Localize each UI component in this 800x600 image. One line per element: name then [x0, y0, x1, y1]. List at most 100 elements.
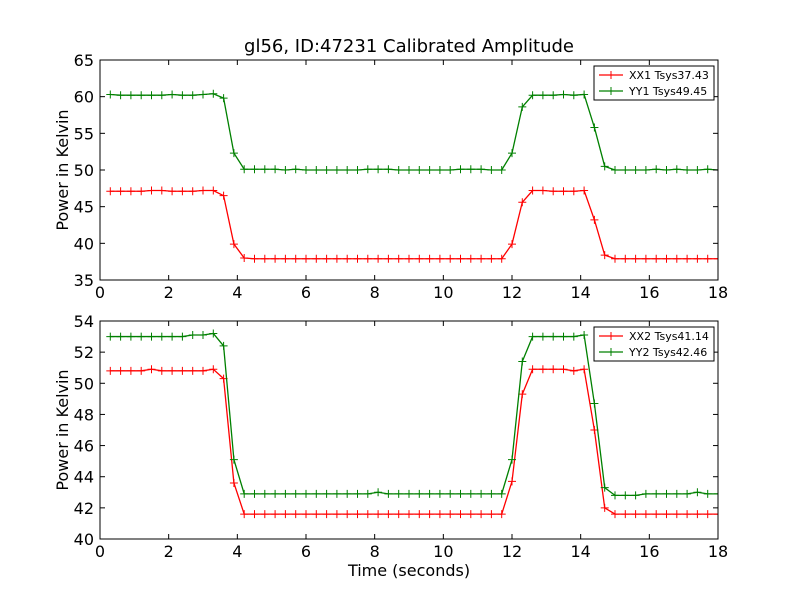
data-point-marker [291, 254, 300, 263]
data-point-marker [240, 254, 249, 262]
data-point-marker [353, 489, 362, 498]
data-point-marker [487, 489, 496, 498]
data-point-marker [168, 90, 177, 99]
x-tick-label: 16 [639, 283, 659, 302]
data-point-marker [240, 510, 249, 519]
plot-area [106, 329, 718, 519]
data-point-marker [600, 251, 609, 260]
data-point-marker [302, 254, 310, 263]
data-point-marker [538, 332, 547, 341]
data-point-marker [229, 149, 238, 158]
data-point-marker [497, 254, 506, 263]
data-point-marker [229, 240, 238, 249]
data-point-marker [374, 165, 383, 174]
data-point-marker [631, 491, 640, 500]
data-point-marker [322, 510, 331, 519]
data-point-marker [569, 187, 578, 196]
data-point-marker [106, 90, 115, 99]
data-point-marker [394, 254, 403, 263]
y-tick-label: 65 [74, 51, 94, 70]
x-tick-label: 6 [301, 283, 311, 302]
data-point-marker [508, 149, 516, 158]
data-point-marker [662, 510, 671, 519]
data-point-marker [394, 489, 403, 498]
data-point-marker [487, 166, 496, 174]
data-point-marker [415, 166, 424, 174]
data-point-marker [611, 491, 619, 500]
data-point-marker [538, 365, 547, 374]
data-point-marker [178, 187, 187, 196]
data-point-marker [456, 489, 465, 498]
x-tick-label: 14 [570, 542, 590, 561]
data-point-marker [250, 510, 259, 519]
data-point-marker [435, 254, 444, 263]
data-point-marker [683, 254, 692, 263]
legend-swatch-marker [607, 348, 615, 356]
data-point-marker [652, 165, 661, 174]
data-point-marker [332, 489, 341, 498]
data-point-marker [178, 366, 187, 375]
data-point-marker [137, 332, 146, 341]
data-point-marker [281, 166, 290, 174]
data-point-marker [662, 254, 671, 263]
data-point-marker [477, 254, 486, 263]
data-point-marker [477, 489, 486, 498]
data-point-marker [683, 166, 692, 174]
y-axis-label: Power in Kelvin [53, 109, 72, 230]
data-point-marker [456, 510, 465, 519]
data-point-marker [703, 254, 712, 263]
data-point-marker [497, 489, 506, 498]
data-point-marker [641, 254, 650, 263]
data-point-marker [363, 165, 372, 174]
data-point-marker [559, 90, 568, 99]
data-point-marker [126, 91, 135, 100]
data-point-marker [219, 94, 228, 103]
data-point-marker [405, 166, 413, 174]
data-point-marker [714, 489, 718, 498]
data-point-marker [477, 510, 486, 519]
data-point-marker [312, 254, 321, 263]
data-point-marker [446, 254, 455, 263]
data-point-marker [446, 510, 455, 519]
data-point-marker [157, 366, 166, 375]
data-point-marker [137, 366, 146, 375]
legend-box [593, 326, 715, 362]
x-tick-label: 10 [433, 542, 453, 561]
legend: XX1 Tsys37.43 YY1 Tsys49.45 [593, 65, 715, 101]
data-point-marker [116, 366, 125, 375]
data-point-marker [271, 254, 280, 263]
data-point-marker [703, 165, 712, 174]
data-point-marker [363, 489, 372, 498]
data-point-marker [116, 187, 125, 196]
legend-swatch-marker [607, 332, 615, 340]
data-point-marker [353, 166, 362, 174]
data-point-marker [415, 489, 424, 498]
data-point-marker [549, 187, 558, 196]
data-point-marker [374, 254, 383, 263]
x-tick-label: 8 [370, 542, 380, 561]
legend-box [593, 65, 715, 101]
data-point-marker [672, 254, 681, 263]
data-point-marker [538, 91, 547, 100]
data-point-marker [425, 510, 434, 519]
y-tick-label: 40 [74, 234, 94, 253]
x-tick-label: 0 [95, 283, 105, 302]
data-point-marker [415, 510, 424, 519]
data-point-marker [466, 254, 475, 263]
data-point-marker [157, 332, 166, 341]
data-point-marker [631, 510, 640, 519]
data-point-marker [569, 366, 578, 375]
data-point-marker [590, 123, 599, 132]
data-point-marker [559, 332, 568, 341]
data-point-marker [693, 254, 702, 263]
data-point-marker [250, 489, 259, 498]
data-point-marker [168, 332, 177, 341]
data-point-marker [240, 489, 249, 498]
data-point-marker [291, 165, 300, 174]
data-point-marker [394, 166, 403, 174]
data-point-marker [199, 366, 207, 375]
y-tick-label: 45 [74, 198, 94, 217]
data-point-marker [250, 254, 259, 263]
data-point-marker [683, 489, 692, 498]
